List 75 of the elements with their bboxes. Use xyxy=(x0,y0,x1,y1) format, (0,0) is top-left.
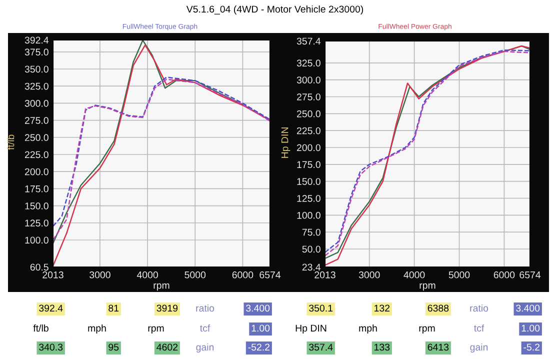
text: 3919 xyxy=(156,304,178,312)
text: ratio xyxy=(470,304,488,312)
y-tick-label: 350.0 xyxy=(24,66,48,73)
text: Hp DIN xyxy=(296,324,326,334)
text: 3.400 xyxy=(516,304,540,312)
text: tcf xyxy=(474,324,484,332)
x-tick-label: 2013 xyxy=(314,271,336,278)
y-tick-label: 250.0 xyxy=(24,134,48,142)
y-tick-label: 225.0 xyxy=(24,151,48,158)
text: mph xyxy=(88,324,106,334)
y-tick-label: 225.0 xyxy=(296,127,320,134)
x-axis-title: rpm xyxy=(154,283,170,291)
y-tick-label: 325.0 xyxy=(296,60,320,67)
y-tick-label: 100.0 xyxy=(297,212,320,219)
text: 133 xyxy=(374,344,390,351)
x-tick-label: 4000 xyxy=(136,271,158,278)
x-tick-label: 5000 xyxy=(448,271,470,278)
text: 357.4 xyxy=(309,344,333,351)
text: 3.400 xyxy=(246,304,270,312)
text: 6388 xyxy=(428,304,449,312)
y-axis-title: Hp DIN xyxy=(281,128,290,158)
y-tick-label: 100.0 xyxy=(25,236,48,244)
text: tcf xyxy=(200,324,210,332)
text: rpm xyxy=(419,326,435,334)
y-tick-label: 23.4 xyxy=(302,264,321,271)
y-tick-label: 300.0 xyxy=(24,100,48,107)
y-tick-label: 200.0 xyxy=(24,168,48,176)
x-axis-title: rpm xyxy=(420,283,436,291)
y-tick-label: 150.0 xyxy=(25,202,48,210)
y-tick-label: 60.5 xyxy=(30,264,48,271)
text: 350.1 xyxy=(309,304,333,312)
text: 81 xyxy=(108,304,119,312)
text: 6413 xyxy=(428,344,449,351)
y-tick-label: 75.0 xyxy=(302,228,320,236)
text: 132 xyxy=(374,304,390,312)
x-tick-label: 4000 xyxy=(404,271,425,278)
y-tick-label: 300.0 xyxy=(296,76,320,84)
y-tick-label: 150.0 xyxy=(297,178,320,185)
x-tick-label: 5000 xyxy=(184,271,206,278)
y-tick-label: 125.0 xyxy=(25,220,48,227)
y-tick-label: 200.0 xyxy=(296,144,320,152)
text: ratio xyxy=(196,304,214,312)
y-tick-label: 392.4 xyxy=(24,36,49,44)
x-tick-label: 2013 xyxy=(42,271,64,278)
y-tick-label: 125.0 xyxy=(297,194,320,202)
x-tick-label: 6000 xyxy=(232,271,254,278)
y-tick-label: 275.0 xyxy=(296,93,320,100)
y-tick-label: 275.0 xyxy=(24,117,48,124)
y-axis-title: ft/lb xyxy=(7,134,14,150)
text: mph xyxy=(359,324,377,334)
text: 340.3 xyxy=(39,344,63,351)
y-tick-label: 250.0 xyxy=(296,110,320,118)
x-tick-label: 6574 xyxy=(520,271,541,278)
x-tick-label: 6574 xyxy=(260,271,281,278)
text: 95 xyxy=(108,344,119,351)
text: gain xyxy=(470,343,488,353)
y-tick-label: 375.0 xyxy=(24,48,48,56)
text: -5.2 xyxy=(524,344,540,351)
text: 392.4 xyxy=(39,304,63,312)
text: 1.00 xyxy=(252,324,270,332)
y-tick-label: 175.0 xyxy=(297,161,320,168)
y-tick-label: 357.4 xyxy=(296,38,321,45)
x-tick-label: 6000 xyxy=(494,271,515,278)
text: gain xyxy=(196,343,214,353)
x-tick-label: 3000 xyxy=(358,271,380,278)
text: -52.2 xyxy=(248,344,270,351)
y-tick-label: 175.0 xyxy=(25,185,48,192)
text: 1.00 xyxy=(522,324,540,332)
text: 4602 xyxy=(156,344,178,351)
y-tick-label: 325.0 xyxy=(24,82,48,90)
chart-title: V5.1.6_04 (4WD - Motor Vehicle 2x3000) xyxy=(186,5,364,15)
text: ft/lb xyxy=(33,324,48,332)
x-tick-label: 3000 xyxy=(90,271,110,278)
text: rpm xyxy=(148,326,164,334)
y-tick-label: 50.0 xyxy=(302,246,320,253)
